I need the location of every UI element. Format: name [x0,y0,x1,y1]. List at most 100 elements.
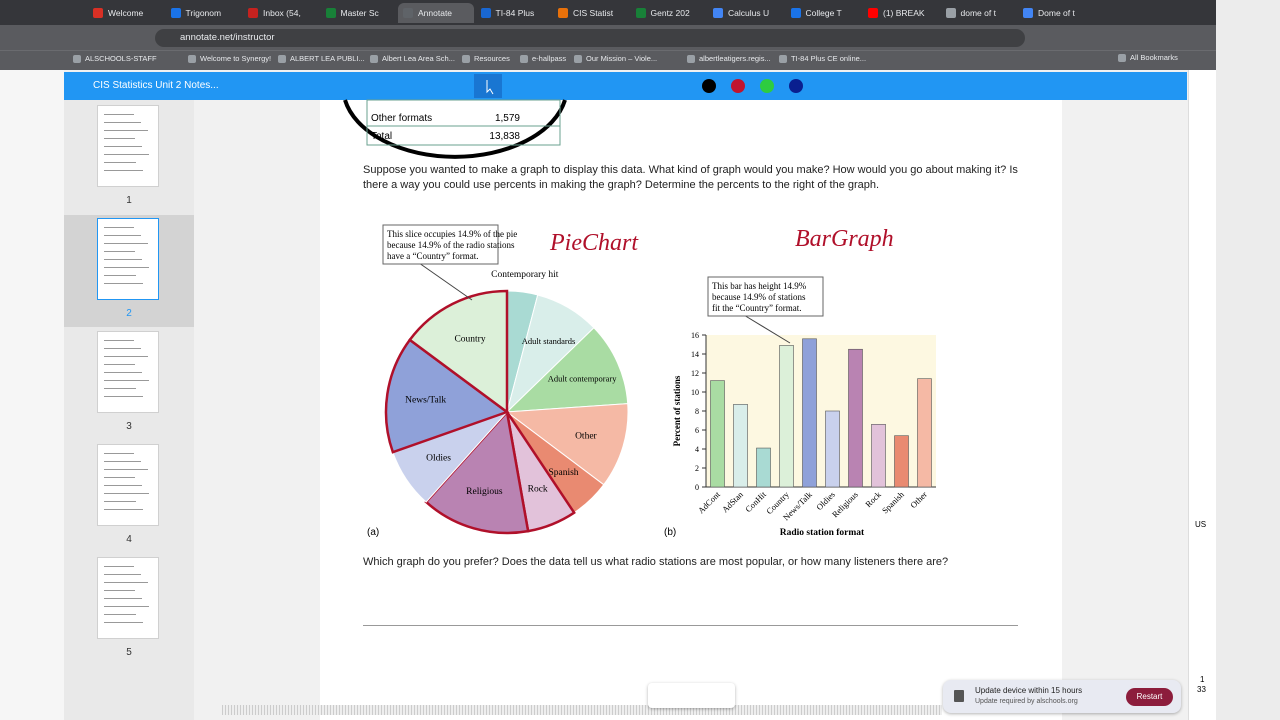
thumb-line [104,130,148,131]
callout-text: because 14.9% of stations [712,292,806,302]
screen-edge [1216,0,1280,720]
thumbnail[interactable] [97,105,159,187]
thumb-line [104,598,142,599]
bookmark[interactable]: e-hallpass [520,54,566,63]
table-cell: Other formats [371,113,432,124]
page-number: 1 [126,195,132,206]
side-panel: US 1 33 [1188,70,1216,720]
notif-title: Update device within 15 hours [975,686,1083,695]
bar [779,345,794,488]
pen-black[interactable] [702,79,716,93]
slice-label: Spanish [548,468,578,478]
y-tick-label: 12 [691,369,699,378]
select-tool[interactable] [474,74,502,98]
bar [917,378,932,488]
bookmark[interactable]: ALSCHOOLS-STAFF [73,54,157,63]
bookmark[interactable]: Albert Lea Area Sch... [370,54,455,63]
callout-box [382,224,499,265]
pen-green[interactable] [760,79,774,93]
slice-label: Other [575,431,597,441]
thumb-line [104,356,148,357]
table-cell: 13,838 [489,131,520,142]
thumbnail[interactable] [97,331,159,413]
restart-button[interactable]: Restart [1126,688,1173,706]
tab[interactable]: Gentz 202 [631,3,707,23]
thumb-line [104,364,135,365]
tab[interactable]: Welcome [88,3,164,23]
thumbnail[interactable] [97,557,159,639]
bookmark[interactable]: albertleatigers.regis... [687,54,771,63]
bookmark[interactable]: Welcome to Synergy! [188,54,271,63]
tab[interactable]: TI-84 Plus [476,3,552,23]
thumb-line [104,146,142,147]
doc-title: CIS Statistics Unit 2 Notes... [93,80,219,91]
left-strip [0,70,64,720]
count: 1 [1200,675,1205,684]
all-bookmarks[interactable]: All Bookmarks [1118,53,1178,62]
slice-label: Country [454,335,485,345]
pen-navy[interactable] [789,79,803,93]
bar [871,423,886,488]
tab[interactable]: College T [786,3,862,23]
thumb-line [104,380,149,381]
favicon [325,8,336,18]
zoom-controls[interactable] [648,683,735,708]
bookmarks-bar: ALSCHOOLS-STAFF Welcome to Synergy! ALBERT… [0,50,1216,70]
tab[interactable]: Dome of t [1018,3,1094,23]
thumb-line [104,259,142,260]
thumbnail[interactable] [97,218,159,300]
slice-label: Rock [528,484,548,494]
thumb-line [104,243,148,244]
tab[interactable]: CIS Statist [553,3,629,23]
bar [848,348,863,488]
tab[interactable]: (1) BREAK [863,3,939,23]
x-tick-label: Other [908,489,929,510]
callout-text: have a “Country” format. [387,251,478,261]
slice-label: Oldies [426,454,451,464]
thumb-line [104,396,143,397]
favicon [1023,8,1033,18]
y-tick-label: 10 [691,388,699,397]
tab-bar: Welcome Trigonom Inbox (54, Master Sc Annota… [0,0,1280,25]
tab[interactable]: Calculus U [708,3,784,23]
pie-slice [384,338,510,454]
bar [894,435,909,488]
thumb-line [104,388,136,389]
panel-label: (b) [664,527,676,538]
pie-slice [505,403,629,486]
thumb-line [104,614,136,615]
bar [802,338,817,488]
page-number: 5 [126,647,132,658]
tab[interactable]: Inbox (54, [243,3,319,23]
tab[interactable]: Trigonom [166,3,242,23]
slice-label: Religious [466,487,503,497]
bookmark[interactable]: ALBERT LEA PUBLI... [278,54,365,63]
callout-text: This slice occupies 14.9% of the pie [387,229,517,239]
thumb-line [104,501,136,502]
thumbnail[interactable] [97,444,159,526]
url[interactable]: annotate.net/instructor [155,29,1025,47]
notif-detail: Update required by alschools.org [975,698,1078,705]
favicon [248,8,258,18]
favicon [790,8,801,18]
thumb-line [104,138,135,139]
bookmark[interactable]: TI-84 Plus CE online... [779,54,866,63]
slice-label: Contemporary hit [491,270,559,280]
favicon [558,8,568,18]
thumb-line [104,590,135,591]
callout-pointer [745,315,791,344]
tab[interactable]: Annotate [398,3,474,23]
bookmark[interactable]: Resources [462,54,510,63]
tab[interactable]: dome of t [941,3,1017,23]
bookmark[interactable]: Our Mission – Viole... [574,54,657,63]
notification: Update device within 15 hours Update req… [943,680,1181,713]
thumb-line [104,485,142,486]
tab[interactable]: Master Sc [321,3,397,23]
pen-red[interactable] [731,79,745,93]
handwriting: PieChart [549,230,639,256]
count: 33 [1197,685,1206,694]
pie-slice [408,289,509,415]
app-toolbar [64,72,1187,100]
bar [710,380,725,488]
y-axis-label: Percent of stations [672,375,682,446]
